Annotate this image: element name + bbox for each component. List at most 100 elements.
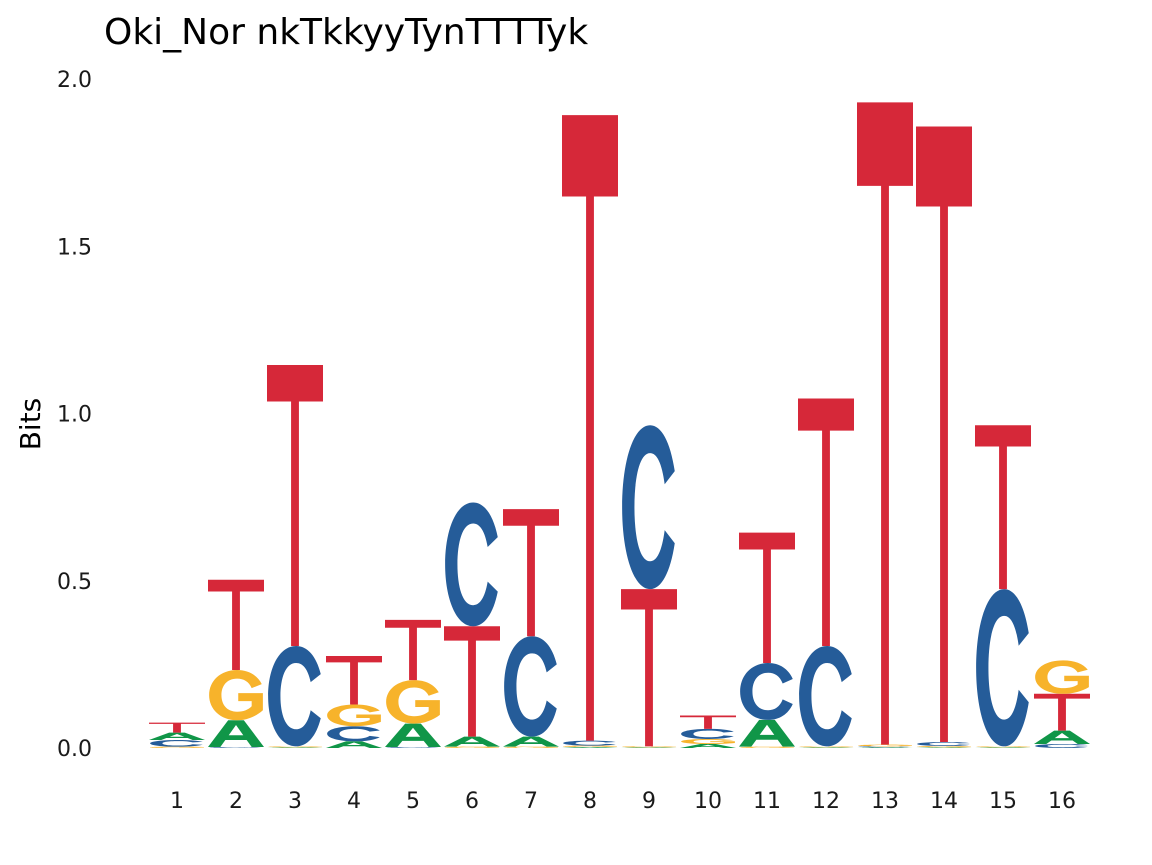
x-tick-label: 6	[465, 789, 479, 814]
letter-stacks	[149, 102, 1090, 748]
x-tick-label: 4	[347, 789, 361, 814]
x-tick-label: 7	[524, 789, 538, 814]
stack-position-10	[680, 715, 736, 748]
stack-position-5	[385, 619, 441, 748]
stack-position-15	[975, 425, 1031, 748]
x-tick-label: 1	[170, 789, 184, 814]
letter-A	[267, 747, 323, 748]
x-tick-label: 14	[930, 789, 958, 814]
letter-G	[1035, 660, 1089, 694]
x-tick-label: 2	[229, 789, 243, 814]
x-tick-label: 12	[812, 789, 840, 814]
letter-T	[916, 126, 972, 742]
letter-A	[385, 723, 441, 747]
letter-T	[503, 509, 559, 637]
letter-C	[976, 589, 1029, 747]
stack-position-14	[916, 126, 972, 748]
stack-position-2	[208, 579, 264, 748]
letter-A	[975, 747, 1031, 748]
letter-C	[858, 746, 911, 748]
letter-A	[1034, 730, 1090, 744]
letter-C	[917, 741, 970, 746]
letter-G	[622, 746, 676, 748]
letter-A	[798, 747, 854, 748]
x-tick-label: 9	[642, 789, 656, 814]
letter-A	[562, 746, 618, 748]
letter-A	[621, 747, 677, 748]
letter-T	[1034, 693, 1090, 731]
letter-G	[268, 746, 322, 748]
letter-T	[208, 579, 264, 671]
x-tick-label: 13	[871, 789, 899, 814]
letter-G	[858, 744, 912, 747]
letter-T	[798, 398, 854, 646]
stack-position-8	[562, 115, 618, 748]
y-axis-label: Bits	[14, 398, 47, 451]
y-tick-label: 1.5	[57, 235, 92, 260]
stack-position-9	[621, 425, 677, 748]
letter-C	[740, 663, 793, 720]
x-axis-ticks: 1 2 3 4 5 6 7 8 9 10 11 12 13 14 15 16	[170, 789, 1076, 814]
letter-C	[799, 645, 852, 747]
letter-T	[444, 626, 500, 737]
letter-T	[680, 715, 736, 729]
letter-C	[445, 502, 498, 627]
letter-T	[267, 364, 323, 646]
letter-G	[976, 746, 1030, 748]
letter-G	[917, 745, 971, 748]
letter-C	[681, 728, 734, 739]
letter-C	[504, 636, 557, 737]
letter-G	[386, 680, 440, 724]
letter-T	[149, 722, 205, 733]
stack-position-13	[857, 102, 913, 748]
letter-A	[739, 719, 795, 747]
stack-position-16	[1034, 660, 1090, 748]
stack-position-11	[739, 532, 795, 748]
letter-G	[209, 670, 263, 721]
letter-A	[857, 747, 913, 748]
x-tick-label: 11	[753, 789, 781, 814]
y-tick-label: 2.0	[57, 68, 92, 93]
letter-T	[857, 102, 913, 745]
y-axis-ticks: 0.0 0.5 1.0 1.5 2.0	[57, 68, 92, 762]
stack-position-1	[149, 722, 205, 748]
stack-position-12	[798, 398, 854, 748]
y-tick-label: 0.5	[57, 570, 92, 595]
letter-C	[1035, 743, 1088, 748]
letter-C	[209, 746, 262, 748]
letter-A	[444, 736, 500, 747]
letter-A	[503, 736, 559, 747]
stack-position-4	[326, 656, 382, 748]
letter-A	[680, 743, 736, 748]
x-tick-label: 8	[583, 789, 597, 814]
letter-C	[327, 726, 380, 742]
letter-T	[621, 589, 677, 747]
letter-T	[562, 115, 618, 741]
letter-C	[268, 645, 321, 747]
letter-C	[563, 740, 616, 746]
letter-A	[326, 741, 382, 748]
letter-T	[385, 619, 441, 681]
letter-G	[327, 704, 381, 727]
x-tick-label: 5	[406, 789, 420, 814]
x-tick-label: 10	[694, 789, 722, 814]
y-tick-label: 1.0	[57, 403, 92, 428]
letter-G	[150, 746, 204, 748]
letter-G	[504, 746, 558, 748]
chart-title: Oki_Nor nkTkkyyTynTTTTyk	[104, 12, 588, 53]
letter-C	[622, 425, 675, 590]
y-tick-label: 0.0	[57, 737, 92, 762]
letter-G	[563, 745, 617, 747]
letter-G	[799, 746, 853, 748]
letter-A	[149, 732, 205, 740]
x-tick-label: 3	[288, 789, 302, 814]
letter-C	[150, 739, 203, 747]
letter-T	[326, 656, 382, 705]
stack-position-3	[267, 364, 323, 748]
letter-T	[975, 425, 1031, 590]
letter-A	[916, 747, 972, 748]
x-tick-label: 15	[989, 789, 1017, 814]
letter-C	[386, 746, 439, 748]
stack-position-7	[503, 509, 559, 748]
